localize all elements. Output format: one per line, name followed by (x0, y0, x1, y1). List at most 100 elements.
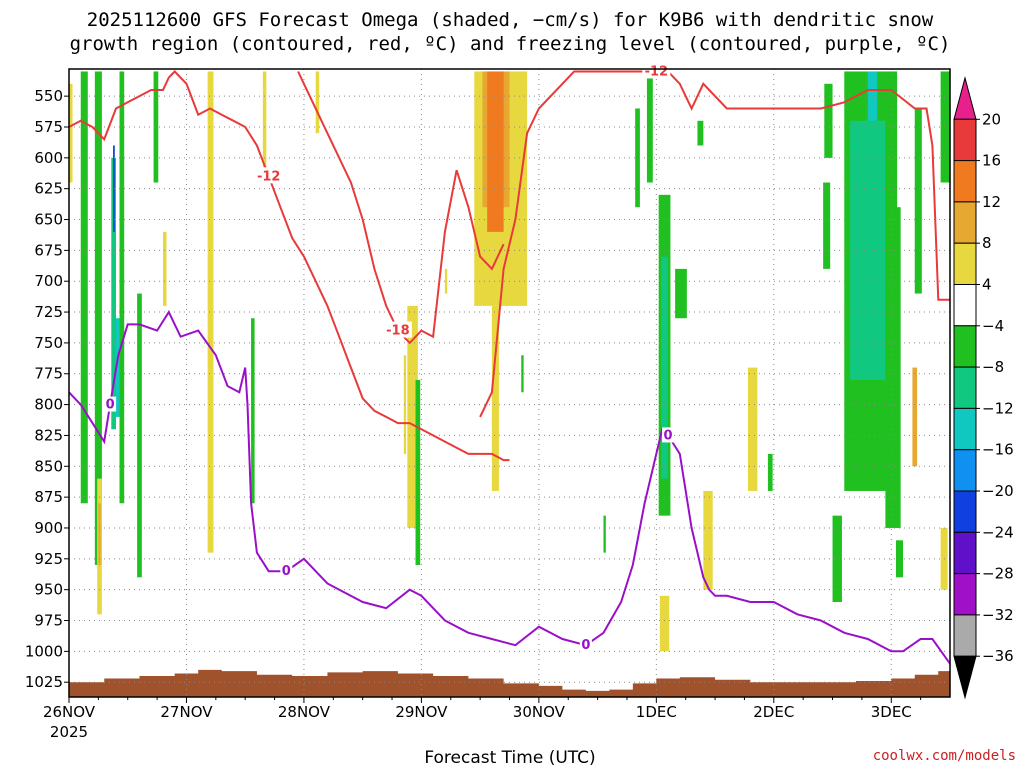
omega-cell-6 (119, 71, 125, 504)
x-axis-title: Forecast Time (UTC) (424, 748, 595, 768)
colorbar-label-2: 12 (982, 193, 1001, 211)
colorbar-label-0: 20 (982, 110, 1001, 128)
colorbar-label-4: 4 (982, 276, 992, 294)
colorbar-segment-12 (953, 573, 977, 616)
credit-text: coolwx.com/models (873, 748, 1016, 764)
omega-cell-33 (697, 120, 704, 146)
colorbar-segment-4 (953, 242, 977, 285)
chart-title-line-1: 2025112600 GFS Forecast Omega (shaded, −… (87, 9, 934, 31)
x-tick-label-27NOV: 27NOV (160, 703, 213, 721)
dgz-contour-line-0 (68, 70, 510, 462)
omega-cell-38 (823, 182, 831, 269)
colorbar-label-12: −32 (982, 606, 1014, 624)
y-tick-label-750: 750 (34, 334, 63, 352)
y-tick-label-725: 725 (34, 303, 63, 321)
omega-cell-30 (675, 268, 687, 319)
omega-cell-40 (850, 120, 886, 380)
y-tick-label-925: 925 (34, 550, 63, 568)
y-tick-label-675: 675 (34, 241, 63, 259)
x-tick-label-26NOV: 26NOV (43, 703, 96, 721)
omega-cell-17 (407, 305, 418, 528)
dgz-label-bg-0 (254, 167, 283, 184)
omega-cell-5 (115, 318, 120, 417)
omega-cell-1 (80, 71, 88, 504)
dgz-contour-label-0: -12 (257, 169, 281, 184)
colorbar-segment-3 (953, 201, 977, 244)
terrain-fill (69, 669, 950, 697)
y-tick-label-950: 950 (34, 581, 63, 599)
omega-cell-24 (521, 355, 524, 393)
y-tick-label-975: 975 (34, 612, 63, 630)
colorbar-segment-2 (953, 160, 977, 203)
omega-cell-37 (824, 83, 833, 158)
grid-lines (69, 69, 950, 697)
omega-cell-45 (914, 108, 922, 294)
omega-cell-36 (832, 515, 842, 602)
colorbar-segment-6 (953, 325, 977, 368)
y-tick-label-650: 650 (34, 211, 63, 229)
freezing-level-label-3: 0 (664, 428, 673, 443)
omega-cell-34 (747, 367, 758, 491)
omega-shading (69, 71, 950, 652)
colorbar-label-3: 8 (982, 234, 992, 252)
omega-cell-4 (113, 145, 115, 232)
colorbar-label-1: 16 (982, 152, 1001, 170)
x-tick-label-3DEC: 3DEC (871, 703, 912, 721)
omega-cell-23 (491, 305, 499, 491)
colorbar-label-11: −28 (982, 565, 1014, 583)
freezing-level-contour: 0 0 0 0 (68, 310, 951, 665)
y-axis: 550 575 600 625 650 675 700 725 750 775 800 825 850 8… (25, 87, 69, 691)
x-tick-label-28NOV: 28NOV (278, 703, 331, 721)
omega-cell-46 (940, 71, 950, 183)
colorbar-label-7: −12 (982, 399, 1014, 417)
freezing-label-bg-2 (579, 637, 592, 653)
omega-cell-3 (111, 157, 116, 430)
omega-cell-32 (703, 490, 713, 590)
freezing-level-line (68, 310, 951, 665)
omega-cell-25 (603, 515, 606, 553)
y-tick-label-800: 800 (34, 396, 63, 414)
y-tick-label-550: 550 (34, 87, 63, 105)
omega-cell-2 (94, 71, 102, 565)
x-axis-year-label: 2025 (50, 723, 88, 741)
colorbar-bottom-arrow (953, 655, 977, 700)
omega-cell-35 (767, 453, 773, 491)
omega-cell-42 (885, 207, 901, 528)
freezing-label-bg-1 (280, 563, 293, 579)
y-tick-label-625: 625 (34, 180, 63, 198)
colorbar-segment-11 (953, 531, 977, 575)
freezing-label-bg-0 (104, 396, 117, 412)
colorbar-segment-9 (953, 449, 977, 492)
dgz-contours: -12 -18 -12 (68, 62, 950, 462)
y-tick-label-900: 900 (34, 519, 63, 537)
y-tick-label-575: 575 (34, 118, 63, 136)
omega-cell-44 (912, 367, 918, 467)
omega-cell-0 (69, 83, 73, 183)
omega-cell-26 (635, 108, 640, 208)
colorbar-segment-7 (953, 366, 977, 409)
y-tick-label-1025: 1025 (25, 673, 63, 691)
dgz-contour-line-2 (479, 70, 950, 418)
freezing-level-label-2: 0 (581, 638, 590, 653)
colorbar-segment-8 (953, 407, 977, 451)
x-tick-label-30NOV: 30NOV (513, 703, 566, 721)
dgz-label-bg-1 (383, 321, 412, 338)
y-tick-label-825: 825 (34, 426, 63, 444)
terrain-layer (69, 669, 950, 697)
colorbar-top-arrow (953, 76, 977, 120)
colorbar-segment-5 (953, 284, 977, 327)
omega-cell-11 (207, 71, 214, 553)
dgz-contour-line-1 (297, 71, 505, 345)
colorbar-label-5: −4 (982, 317, 1004, 335)
colorbar: 20 16 12 8 4 −4 −8 −12 −16 −20 −24 −28 −32 −36 (953, 76, 1014, 700)
omega-cell-12 (162, 231, 167, 306)
colorbar-segment-1 (953, 118, 977, 162)
y-tick-label-1000: 1000 (25, 642, 63, 660)
x-axis: 26NOV 27NOV 28NOV 29NOV 30NOV 1DEC 2DEC 3DEC (43, 697, 922, 721)
freezing-level-label-0: 0 (106, 398, 115, 413)
omega-cell-10 (153, 71, 159, 183)
omega-cell-31 (659, 595, 670, 652)
colorbar-segment-10 (953, 490, 977, 533)
omega-cell-8 (98, 503, 101, 565)
